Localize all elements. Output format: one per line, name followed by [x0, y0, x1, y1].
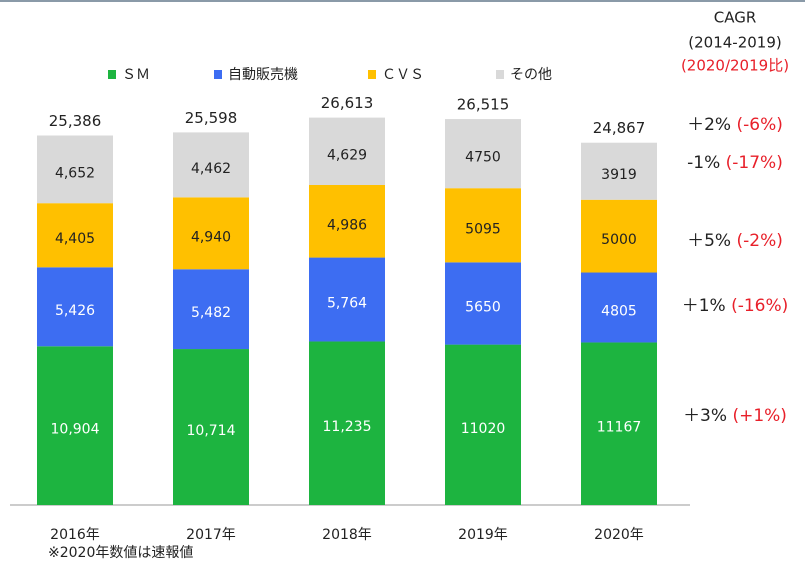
- bar-segment: [173, 269, 249, 350]
- bar-segment: [581, 199, 657, 273]
- cagr-change: (-6%): [737, 115, 783, 135]
- cagr-annotation: ＋5% (-2%): [687, 231, 783, 251]
- footnote: ※2020年数値は速報値: [48, 545, 193, 561]
- cagr-annotation: -1% (-17%): [687, 153, 783, 173]
- value-label: 10,714: [187, 423, 236, 439]
- total-label: 25,598: [185, 109, 238, 127]
- value-label: 4,940: [191, 229, 231, 245]
- value-label: 5650: [465, 299, 501, 315]
- bar-segment: [309, 184, 385, 258]
- value-label: 5000: [601, 232, 637, 248]
- cagr-change: (-16%): [731, 296, 788, 316]
- value-label: 4,652: [55, 165, 95, 181]
- bar-segment: [37, 135, 113, 204]
- legend-swatch: [368, 70, 376, 79]
- bar-segment: [309, 117, 385, 185]
- cagr-annotation: ＋3% (+1%): [683, 406, 787, 426]
- cagr-value: ＋5%: [687, 231, 731, 251]
- value-label: 4,629: [327, 147, 367, 163]
- cagr-title: CAGR: [714, 9, 757, 27]
- cagr-value: -1%: [687, 153, 720, 173]
- cagr-title: (2014-2019): [688, 34, 781, 52]
- value-label: 4750: [465, 150, 501, 166]
- value-label: 5095: [465, 221, 501, 237]
- bar-segment: [173, 132, 249, 198]
- bar-segment: [37, 346, 113, 505]
- cagr-change: (-17%): [726, 153, 783, 173]
- value-label: 5,764: [327, 296, 367, 312]
- bar-segment: [445, 188, 521, 263]
- value-label: 4805: [601, 303, 637, 319]
- bar-segment: [309, 341, 385, 505]
- value-label: 5,426: [55, 303, 95, 319]
- bar-segment: [445, 344, 521, 505]
- legend-label: ＳＭ: [122, 67, 150, 83]
- x-tick-label: 2018年: [322, 527, 372, 543]
- bar-segment: [37, 267, 113, 347]
- value-label: 4,405: [55, 231, 95, 247]
- legend-label: その他: [510, 67, 552, 83]
- bar-segment: [581, 342, 657, 505]
- x-tick-label: 2017年: [186, 527, 236, 543]
- x-tick-label: 2020年: [594, 527, 644, 543]
- value-label: 5,482: [191, 305, 231, 321]
- cagr-value: ＋3%: [683, 406, 727, 426]
- value-label: 11020: [461, 421, 506, 437]
- cagr-value: ＋2%: [687, 115, 731, 135]
- value-label: 4,462: [191, 161, 231, 177]
- value-label: 3919: [601, 167, 637, 183]
- total-label: 26,515: [457, 96, 510, 114]
- x-tick-label: 2016年: [50, 527, 100, 543]
- cagr-annotation: ＋1% (-16%): [682, 296, 789, 316]
- legend-swatch: [496, 70, 504, 79]
- legend-swatch: [108, 70, 116, 79]
- value-label: 10,904: [51, 422, 100, 438]
- bar-segment: [581, 142, 657, 200]
- total-label: 26,613: [321, 94, 374, 112]
- total-label: 24,867: [593, 119, 646, 137]
- legend-label: 自動販売機: [228, 67, 298, 83]
- cagr-annotation: ＋2% (-6%): [687, 115, 783, 135]
- bar-segment: [173, 197, 249, 270]
- legend-swatch: [214, 70, 222, 79]
- value-label: 11167: [597, 420, 642, 436]
- bar-segment: [37, 203, 113, 268]
- value-label: 11,235: [323, 419, 372, 435]
- cagr-change: (-2%): [737, 231, 783, 251]
- legend-label: ＣＶＳ: [382, 67, 424, 83]
- bar-segment: [173, 349, 249, 505]
- total-label: 25,386: [49, 112, 102, 130]
- bar-segment: [581, 272, 657, 343]
- cagr-change: (+1%): [732, 406, 786, 426]
- bar-segment: [445, 119, 521, 189]
- value-label: 4,986: [327, 217, 367, 233]
- bar-segment: [445, 262, 521, 345]
- x-tick-label: 2019年: [458, 527, 508, 543]
- cagr-subtitle: (2020/2019比): [681, 57, 789, 75]
- cagr-value: ＋1%: [682, 296, 726, 316]
- bar-segment: [309, 257, 385, 342]
